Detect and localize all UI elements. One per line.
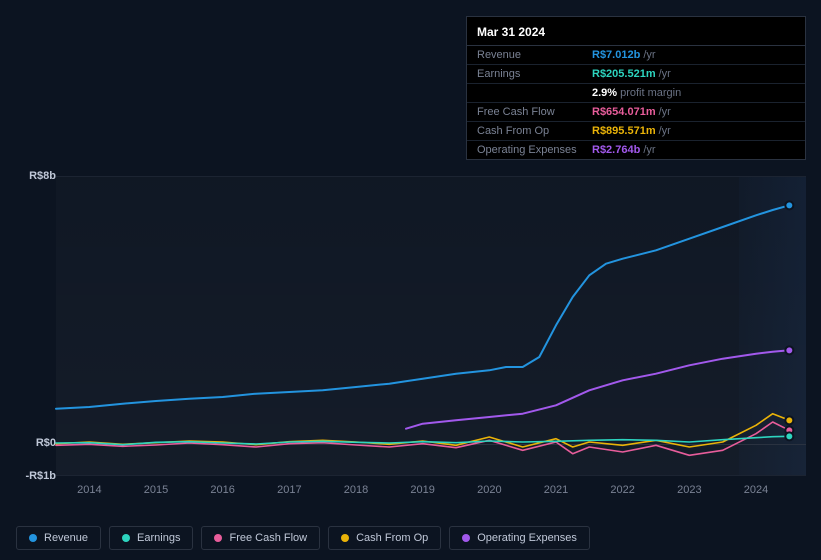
x-tick-label: 2019 (410, 484, 434, 496)
tooltip-label: Revenue (477, 49, 592, 61)
legend-item-earnings[interactable]: Earnings (109, 526, 193, 550)
data-tooltip: Mar 31 2024 RevenueR$7.012b/yrEarningsR$… (466, 16, 806, 160)
tooltip-row: 2.9%profit margin (467, 84, 805, 103)
legend-label: Free Cash Flow (229, 532, 307, 544)
y-tick-label: R$8b (16, 170, 56, 182)
x-axis: 2014 2015 2016 2017 2018 2019 2020 2021 2022 2023… (56, 484, 806, 504)
tooltip-date: Mar 31 2024 (467, 17, 805, 46)
tooltip-value: R$654.071m/yr (592, 106, 671, 118)
series-revenue (56, 205, 789, 408)
legend-label: Earnings (137, 532, 180, 544)
plot-area[interactable] (56, 176, 806, 476)
legend-dot-icon (341, 534, 349, 542)
tooltip-row: EarningsR$205.521m/yr (467, 65, 805, 84)
tooltip-row: RevenueR$7.012b/yr (467, 46, 805, 65)
tooltip-value: R$7.012b/yr (592, 49, 656, 61)
tooltip-row: Free Cash FlowR$654.071m/yr (467, 103, 805, 122)
end-dot (785, 346, 793, 354)
end-dot (785, 432, 793, 440)
legend-label: Cash From Op (356, 532, 428, 544)
x-tick-label: 2024 (744, 484, 768, 496)
legend-dot-icon (29, 534, 37, 542)
x-tick-label: 2021 (544, 484, 568, 496)
end-dot (785, 416, 793, 424)
legend-dot-icon (462, 534, 470, 542)
legend-label: Operating Expenses (477, 532, 577, 544)
tooltip-value: R$205.521m/yr (592, 68, 671, 80)
tooltip-label: Operating Expenses (477, 144, 592, 156)
tooltip-label: Earnings (477, 68, 592, 80)
tooltip-row: Cash From OpR$895.571m/yr (467, 122, 805, 141)
tooltip-rows: RevenueR$7.012b/yrEarningsR$205.521m/yr2… (467, 46, 805, 159)
series-free-cash-flow (56, 422, 789, 455)
tooltip-label: Free Cash Flow (477, 106, 592, 118)
chart: R$8b R$0 -R$1b 2014 2015 2016 2017 2018 2019 202… (16, 158, 806, 518)
x-tick-label: 2020 (477, 484, 501, 496)
legend-item-revenue[interactable]: Revenue (16, 526, 101, 550)
tooltip-value: R$895.571m/yr (592, 125, 671, 137)
legend-item-cash-from-op[interactable]: Cash From Op (328, 526, 441, 550)
series-operating-expenses (406, 350, 789, 428)
tooltip-label: Cash From Op (477, 125, 592, 137)
end-dot (785, 201, 793, 209)
x-tick-label: 2018 (344, 484, 368, 496)
legend-item-operating-expenses[interactable]: Operating Expenses (449, 526, 590, 550)
tooltip-row: Operating ExpensesR$2.764b/yr (467, 141, 805, 159)
x-tick-label: 2015 (144, 484, 168, 496)
legend-label: Revenue (44, 532, 88, 544)
series-lines (56, 177, 806, 475)
x-tick-label: 2017 (277, 484, 301, 496)
legend-dot-icon (214, 534, 222, 542)
y-tick-label: -R$1b (16, 470, 56, 482)
x-tick-label: 2022 (610, 484, 634, 496)
legend-dot-icon (122, 534, 130, 542)
tooltip-value: 2.9%profit margin (592, 87, 681, 99)
x-tick-label: 2023 (677, 484, 701, 496)
legend-item-free-cash-flow[interactable]: Free Cash Flow (201, 526, 320, 550)
legend: Revenue Earnings Free Cash Flow Cash From O… (16, 526, 590, 550)
tooltip-label (477, 87, 592, 99)
x-tick-label: 2014 (77, 484, 101, 496)
x-tick-label: 2016 (210, 484, 234, 496)
y-tick-label: R$0 (16, 437, 56, 449)
tooltip-value: R$2.764b/yr (592, 144, 656, 156)
